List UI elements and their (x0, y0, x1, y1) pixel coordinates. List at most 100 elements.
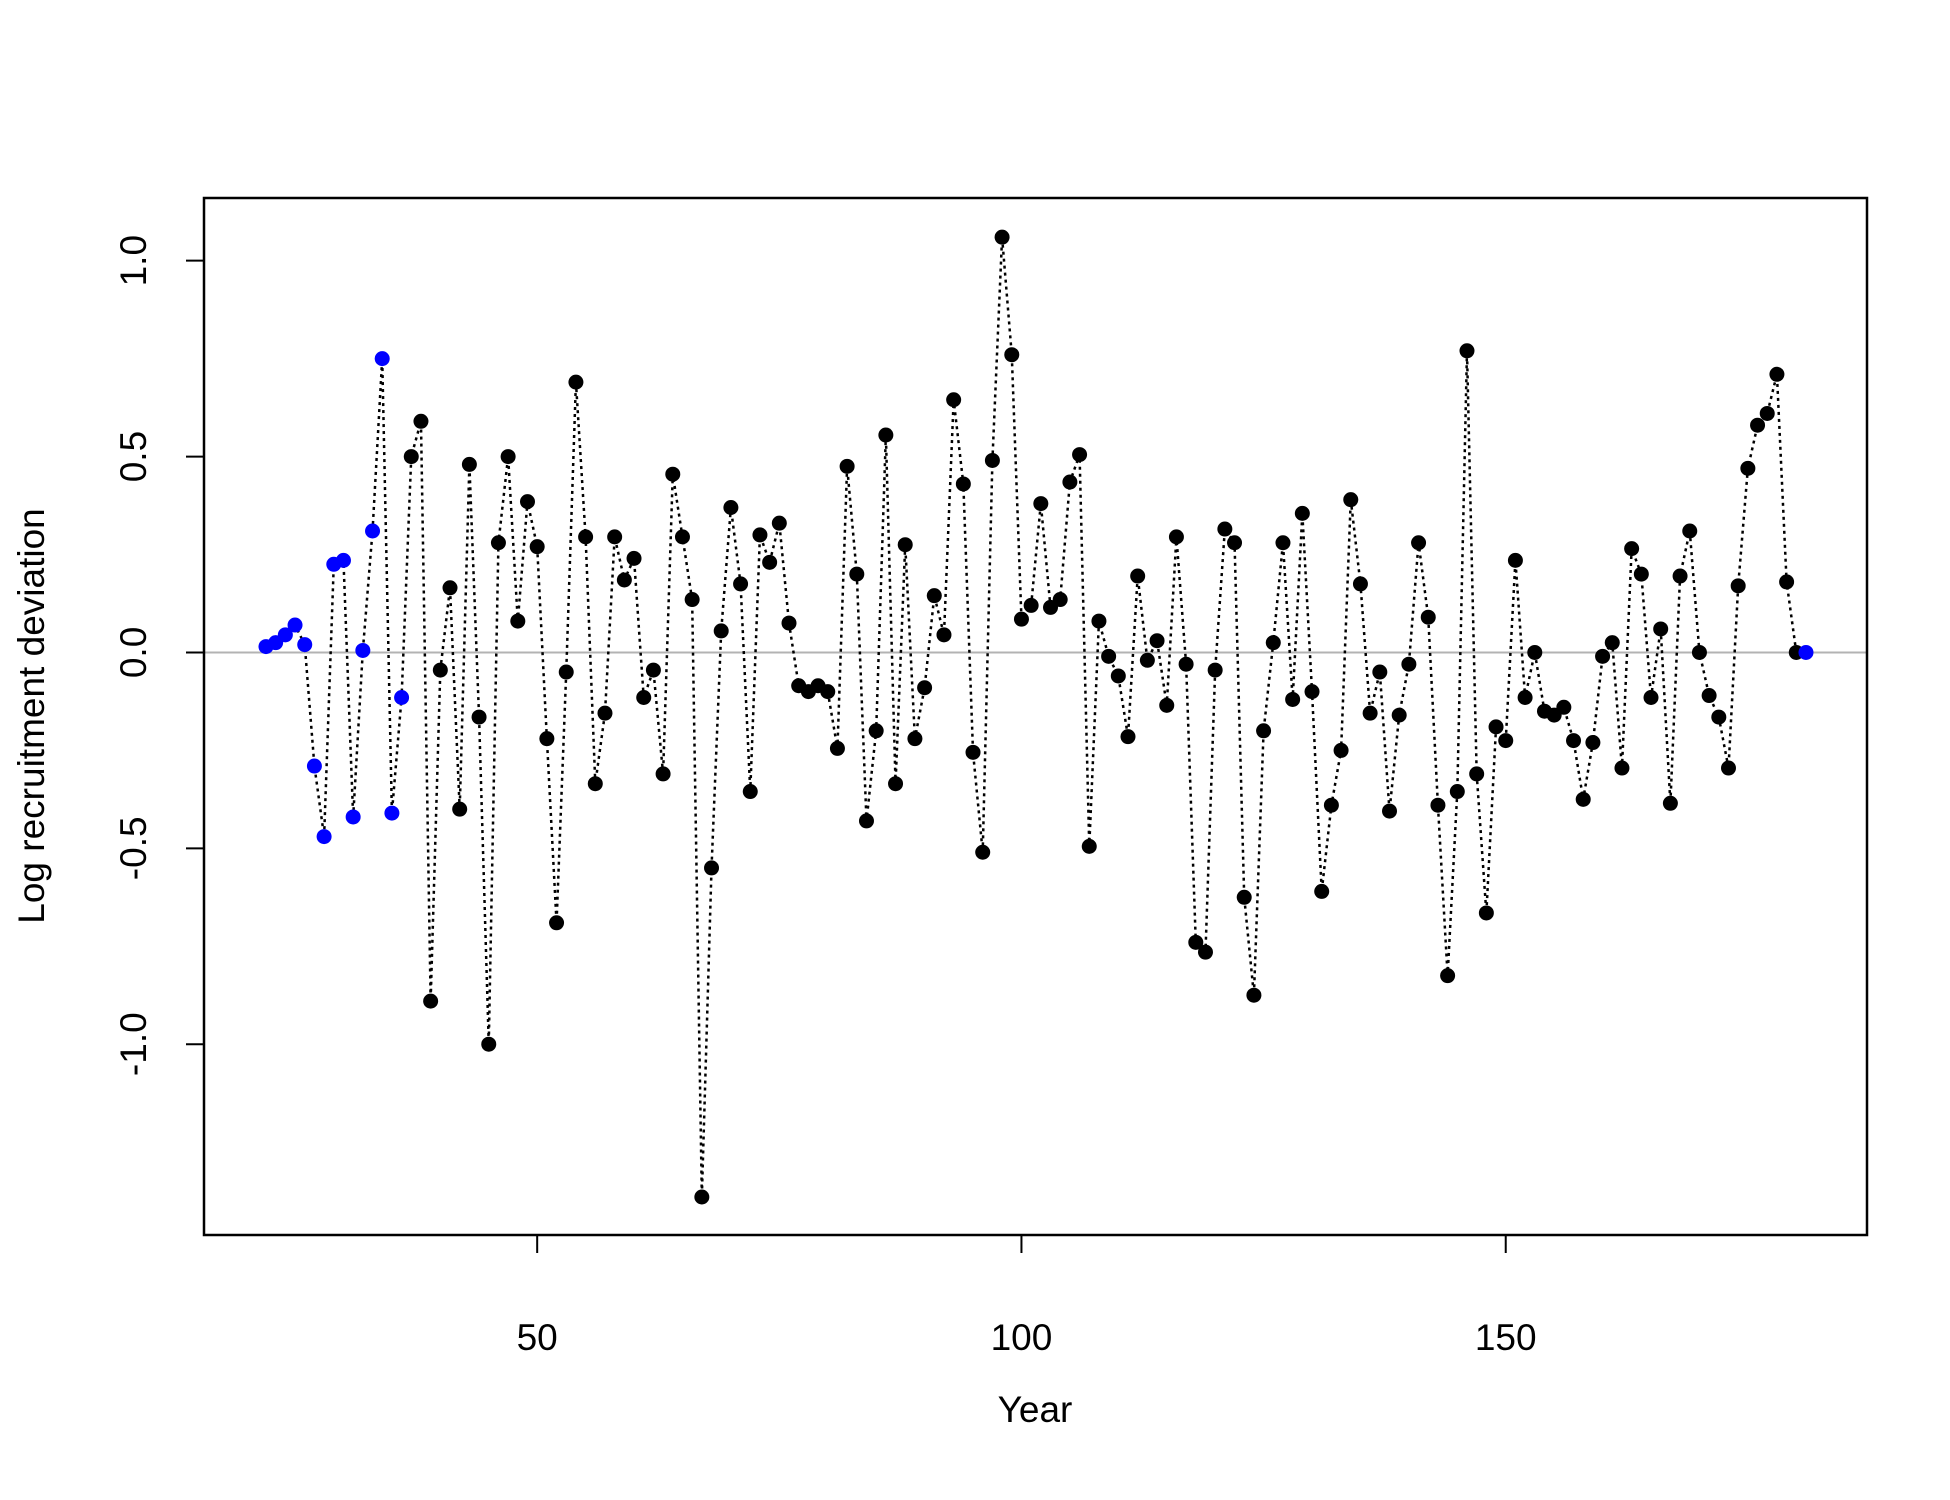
data-point (1740, 460, 1756, 476)
data-point (519, 494, 535, 510)
data-point (1314, 883, 1330, 899)
data-point (490, 535, 506, 551)
data-point (287, 617, 303, 633)
data-point (1566, 733, 1582, 749)
series-line (265, 237, 1806, 1198)
data-point (500, 449, 516, 465)
data-point (684, 592, 700, 608)
data-point (607, 529, 623, 545)
data-point (316, 829, 332, 845)
plot-frame (202, 196, 1869, 1237)
data-point (1449, 784, 1465, 800)
data-point (471, 709, 487, 725)
data-point (510, 613, 526, 629)
data-point (665, 466, 681, 482)
data-point (1265, 635, 1281, 651)
data-point (1759, 405, 1775, 421)
data-point (936, 627, 952, 643)
data-point (713, 623, 729, 639)
data-point (820, 684, 836, 700)
data-point (1236, 889, 1252, 905)
y-tick-label: 1.0 (113, 235, 154, 286)
data-point (888, 776, 904, 792)
data-point (1178, 656, 1194, 672)
data-point (1624, 541, 1640, 557)
data-point (897, 537, 913, 553)
data-point (781, 615, 797, 631)
data-point (1575, 791, 1591, 807)
data-point (1275, 535, 1291, 551)
data-point (539, 731, 555, 747)
data-point (1139, 652, 1155, 668)
data-point (704, 860, 720, 876)
data-point (1120, 729, 1136, 745)
data-point (1440, 968, 1456, 984)
data-point (558, 664, 574, 680)
data-point (461, 456, 477, 472)
data-point (568, 374, 584, 390)
data-point (587, 776, 603, 792)
data-point (965, 744, 981, 760)
data-point (1604, 635, 1620, 651)
data-point (1197, 944, 1213, 960)
data-point (277, 627, 293, 643)
data-point (1691, 644, 1707, 660)
data-point (1033, 496, 1049, 512)
data-point (655, 766, 671, 782)
data-point (694, 1189, 710, 1205)
data-point (1285, 691, 1301, 707)
data-point (442, 580, 458, 596)
data-point (868, 723, 884, 739)
data-point (1023, 597, 1039, 613)
data-point (1730, 578, 1746, 594)
data-point (355, 642, 371, 658)
data-point (374, 351, 390, 367)
data-point (529, 539, 545, 555)
data-point (849, 566, 865, 582)
data-point (1217, 521, 1233, 537)
data-point (1323, 797, 1339, 813)
y-tick-label: 0.5 (113, 431, 154, 482)
data-point (1720, 760, 1736, 776)
data-point (1159, 697, 1175, 713)
data-point (1052, 592, 1068, 608)
data-point (1662, 795, 1678, 811)
data-point (413, 413, 429, 429)
data-point (1711, 709, 1727, 725)
data-point (1750, 417, 1766, 433)
x-tick-label: 100 (991, 1317, 1053, 1358)
data-point (452, 801, 468, 817)
data-point (1110, 668, 1126, 684)
data-point (1779, 574, 1795, 590)
data-point (1391, 707, 1407, 723)
data-point (1343, 492, 1359, 508)
data-point (394, 689, 410, 705)
data-point (839, 458, 855, 474)
data-point (384, 805, 400, 821)
data-point (626, 550, 642, 566)
data-point (1595, 648, 1611, 664)
data-point (829, 740, 845, 756)
x-axis-label: Year (998, 1389, 1073, 1430)
data-point (1168, 529, 1184, 545)
x-tick-label: 50 (517, 1317, 558, 1358)
data-point (1527, 644, 1543, 660)
data-point (771, 515, 787, 531)
data-point (1585, 735, 1601, 751)
x-tick-label: 150 (1475, 1317, 1537, 1358)
data-point (1101, 648, 1117, 664)
data-point (1294, 505, 1310, 521)
data-point (926, 588, 942, 604)
data-point (1372, 664, 1388, 680)
data-point (1072, 447, 1088, 463)
y-tick-label: -0.5 (113, 816, 154, 880)
data-point (645, 662, 661, 678)
data-point (1682, 523, 1698, 539)
data-point (1556, 699, 1572, 715)
data-point (1246, 987, 1262, 1003)
data-point (432, 662, 448, 678)
data-point (335, 552, 351, 568)
data-point (984, 452, 1000, 468)
data-point (946, 392, 962, 408)
